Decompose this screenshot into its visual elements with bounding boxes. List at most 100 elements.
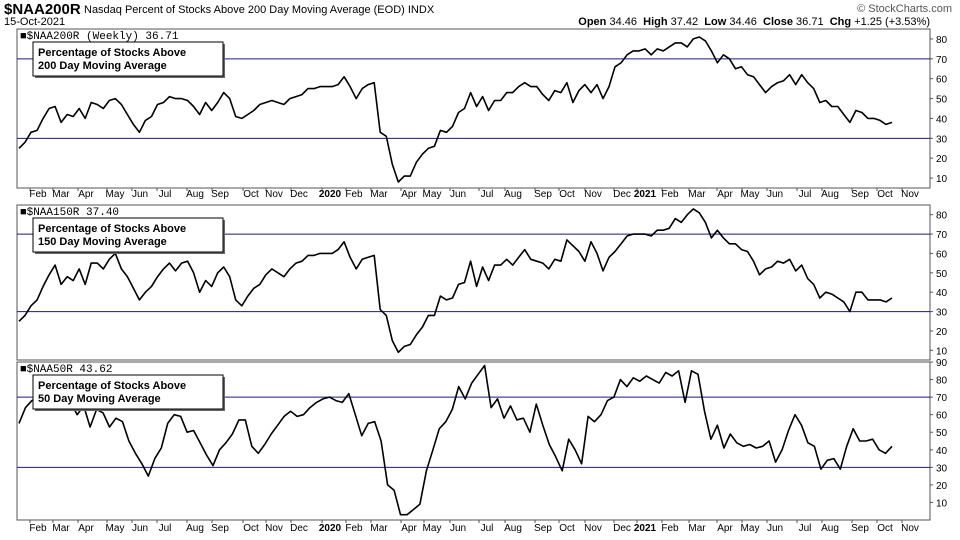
x-tick-label: 2021 [634, 523, 657, 534]
x-tick-label: Dec [613, 523, 631, 534]
x-tick-label: Aug [186, 189, 204, 200]
y-tick-label: 10 [936, 174, 948, 185]
x-tick-label: Feb [29, 189, 47, 200]
high-label: High [643, 16, 668, 28]
x-tick-label: Mar [52, 189, 70, 200]
x-tick-label: 2021 [634, 189, 657, 200]
x-tick-label: Oct [243, 189, 259, 200]
y-tick-label: 10 [936, 346, 948, 357]
high-value: 37.42 [670, 16, 699, 28]
series-line [18, 36, 893, 183]
x-tick-label: 2020 [319, 523, 342, 534]
chg-label: Chg [829, 16, 852, 28]
x-tick-label: Oct [877, 189, 893, 200]
y-tick-label: 60 [936, 75, 948, 86]
legend-text: Percentage of Stocks Above [38, 380, 186, 392]
x-tick-label: Mar [370, 523, 388, 534]
y-tick-label: 70 [936, 230, 948, 241]
chart-panel-3: 10 20 30 40 50 60 70 80 90 Feb Mar Apr May Jun Jul Aug S… [16, 358, 948, 534]
series-line [18, 364, 893, 516]
x-tick-label: Jul [159, 189, 172, 200]
chart-panel-2: 10 20 30 40 50 60 70 80 ■$NAA150R 37.40 Percentag… [16, 204, 948, 361]
y-tick-label: 80 [936, 35, 948, 46]
x-tick-label: Sep [211, 189, 229, 200]
y-tick-label: 70 [936, 55, 948, 66]
legend-box [32, 217, 224, 253]
legend-text: 150 Day Moving Average [38, 236, 167, 248]
x-tick-label: Oct [877, 523, 893, 534]
x-tick-label: Jun [450, 523, 466, 534]
x-tick-label: May [423, 189, 442, 200]
y-tick-label: 60 [936, 249, 948, 260]
x-tick-label: Jul [799, 523, 812, 534]
x-tick-label: May [741, 523, 760, 534]
close-label: Close [763, 16, 793, 28]
x-tick-label: Mar [370, 189, 388, 200]
x-tick-label: Jul [799, 189, 812, 200]
x-tick-label: Oct [243, 523, 259, 534]
y-tick-label: 50 [936, 95, 948, 106]
x-tick-label: Oct [559, 523, 575, 534]
x-tick-label: Sep [534, 523, 552, 534]
chart-header: $NAA200R Nasdaq Percent of Stocks Above … [0, 0, 960, 30]
ohlc-summary: Open 34.46 High 37.42 Low 34.46 Close 36… [578, 16, 930, 28]
y-tick-label: 30 [936, 463, 948, 474]
low-value: 34.46 [729, 16, 757, 28]
legend-box [32, 41, 224, 77]
open-label: Open [578, 16, 607, 28]
panel-label: ■$NAA200R (Weekly) 36.71 [20, 31, 179, 43]
y-tick-label: 20 [936, 481, 948, 492]
y-tick-label: 50 [936, 269, 948, 280]
x-tick-label: Apr [78, 189, 94, 200]
index-name: Nasdaq Percent of Stocks Above 200 Day M… [84, 4, 405, 16]
y-tick-label: 20 [936, 327, 948, 338]
x-tick-label: Apr [78, 523, 94, 534]
x-tick-label: Aug [821, 523, 839, 534]
x-tick-label: Jun [767, 189, 783, 200]
chart-date: 15-Oct-2021 [4, 16, 66, 28]
x-tick-label: Nov [584, 523, 602, 534]
x-tick-label: 2020 [319, 189, 342, 200]
x-tick-label: Feb [661, 189, 679, 200]
panel-label: ■$NAA150R 37.40 [20, 207, 119, 219]
copyright-label[interactable]: © StockCharts.com [857, 3, 952, 15]
legend-text: 200 Day Moving Average [38, 60, 167, 72]
low-label: Low [704, 16, 727, 28]
x-tick-label: Mar [688, 189, 706, 200]
legend-text: 50 Day Moving Average [38, 393, 161, 405]
chart-panel-1: 10 20 30 40 50 60 70 80 Feb Mar Apr May Jun Jul Aug Sep… [16, 28, 948, 200]
y-tick-label: 50 [936, 428, 948, 439]
ticker-description: Nasdaq Percent of Stocks Above 200 Day M… [84, 4, 434, 16]
x-tick-label: May [106, 523, 125, 534]
legend-text: Percentage of Stocks Above [38, 47, 186, 59]
x-tick-label: Oct [559, 189, 575, 200]
y-tick-label: 40 [936, 114, 948, 125]
x-tick-label: Jul [159, 523, 172, 534]
exchange-label: INDX [407, 4, 435, 16]
x-tick-label: Nov [265, 189, 283, 200]
y-tick-label: 80 [936, 211, 948, 222]
x-tick-label: Aug [504, 523, 522, 534]
x-tick-label: Aug [504, 189, 522, 200]
x-tick-label: Jun [450, 189, 466, 200]
x-tick-label: Nov [901, 189, 919, 200]
panel-label: ■$NAA50R 43.62 [20, 364, 112, 376]
y-tick-label: 80 [936, 376, 948, 387]
x-tick-label: Nov [901, 523, 919, 534]
x-tick-label: Dec [290, 189, 308, 200]
series-line [18, 208, 893, 354]
open-value: 34.46 [609, 16, 637, 28]
y-tick-label: 90 [936, 358, 948, 369]
y-tick-label: 40 [936, 446, 948, 457]
x-tick-label: Feb [345, 189, 363, 200]
x-tick-label: Jun [132, 189, 148, 200]
y-tick-label: 20 [936, 154, 948, 165]
x-tick-label: Apr [717, 523, 733, 534]
x-tick-label: Jun [767, 523, 783, 534]
x-tick-label: Nov [584, 189, 602, 200]
x-tick-label: Sep [211, 523, 229, 534]
legend-box [32, 374, 224, 410]
ticker-symbol: $NAA200R [4, 1, 81, 18]
x-tick-label: May [741, 189, 760, 200]
